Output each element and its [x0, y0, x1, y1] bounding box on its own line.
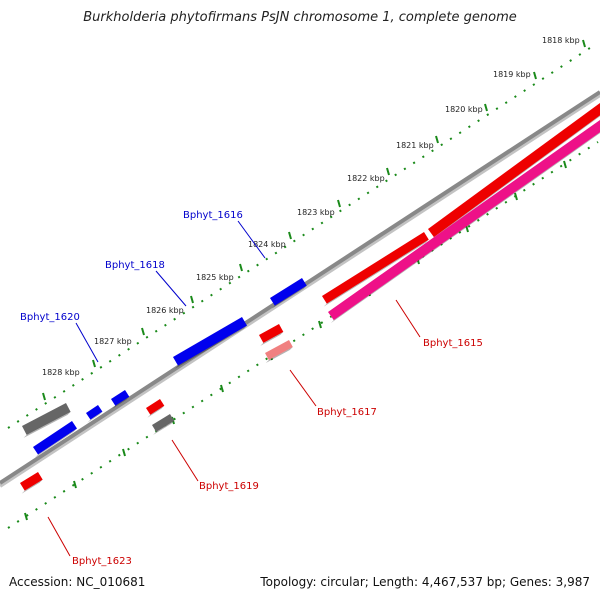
gene-body: [152, 414, 175, 432]
kbp-label: 1823 kbp: [297, 208, 335, 217]
kbp-label: 1822 kbp: [347, 174, 385, 183]
upper-tick-track: [7, 43, 597, 429]
gene-shade: [323, 239, 429, 307]
gene-shade: [147, 405, 165, 418]
gene-bphyt-1617-faded-block: [265, 340, 293, 364]
gene-body: [173, 317, 248, 366]
kbp-label: 1824 kbp: [248, 240, 286, 249]
gene-shade: [23, 411, 71, 438]
leader-line: [75, 322, 99, 363]
gene-body: [20, 472, 43, 491]
kbp-label: 1818 kbp: [542, 36, 580, 45]
gene-shade: [260, 331, 284, 346]
gene-body: [265, 340, 293, 361]
major-tick: [239, 263, 243, 272]
accession-text: Accession: NC_010681: [9, 575, 146, 589]
gene-body: [270, 278, 307, 306]
gene-fwd-small-block: [86, 405, 103, 423]
gene-shade: [21, 479, 43, 494]
gene-body: [86, 405, 103, 420]
leader-line: [237, 220, 266, 259]
kbp-labels: 1818 kbp 1819 kbp 1820 kbp 1821 kbp 1822 kbp…: [42, 36, 580, 377]
kbp-label: 1820 kbp: [445, 105, 483, 114]
gene-bphyt-1620-block: [33, 421, 77, 458]
major-tick: [92, 359, 96, 368]
leader-line: [47, 516, 71, 557]
major-tick: [514, 192, 518, 201]
gene-label-bphyt-1616: Bphyt_1616: [183, 210, 243, 221]
gene-labels: Bphyt_1616 Bphyt_1618 Bphyt_1620 Bphyt_1615…: [20, 210, 483, 567]
gene-shade: [153, 420, 175, 435]
gene-shade: [265, 347, 293, 364]
major-tick: [288, 231, 292, 240]
gene-body: [322, 232, 429, 304]
gene-features: [20, 103, 600, 494]
gene-bphyt-1616-block: [270, 278, 307, 309]
gene-pseudo-block: [152, 414, 175, 435]
kbp-label: 1828 kbp: [42, 368, 80, 377]
kbp-label: 1827 kbp: [94, 337, 132, 346]
genome-axis-shadow: [0, 93, 600, 488]
major-tick: [122, 448, 126, 457]
gene-bphyt-1614-block: [428, 103, 600, 241]
leader-line: [171, 439, 199, 482]
gene-label-bphyt-1615: Bphyt_1615: [423, 338, 483, 349]
gene-shade: [175, 325, 248, 369]
gene-body: [111, 390, 130, 406]
major-tick: [220, 384, 224, 393]
gene-body: [428, 103, 600, 238]
gene-bphyt-1615-block: [328, 120, 600, 324]
gene-shade: [34, 428, 77, 458]
major-tick: [190, 295, 194, 304]
major-tick: [318, 320, 322, 329]
kbp-label: 1825 kbp: [196, 273, 234, 282]
gene-label-bphyt-1617: Bphyt_1617: [317, 407, 377, 418]
major-tick: [435, 135, 439, 144]
gene-bphyt-1623-block: [20, 472, 43, 494]
gene-bphyt-1619-block: [146, 399, 165, 418]
major-tick: [386, 167, 390, 176]
gene-shade: [271, 285, 307, 309]
gene-shade: [87, 411, 103, 423]
gene-bphyt-1618-block: [173, 317, 248, 369]
major-tick: [24, 512, 28, 521]
gene-body: [146, 399, 165, 415]
leader-lines: [47, 220, 421, 557]
genome-summary: Topology: circular; Length: 4,467,537 bp…: [260, 575, 590, 589]
gene-label-bphyt-1620: Bphyt_1620: [20, 312, 80, 323]
major-tick: [337, 199, 341, 208]
leader-line: [289, 369, 317, 407]
kbp-label: 1821 kbp: [396, 141, 434, 150]
major-tick: [42, 392, 46, 401]
gene-bphyt-1614-block: [322, 232, 429, 307]
gene-pseudo-block: [22, 403, 71, 438]
gene-body: [328, 120, 600, 321]
gene-label-bphyt-1618: Bphyt_1618: [105, 260, 165, 271]
major-tick: [582, 39, 586, 48]
page-title: Burkholderia phytofirmans PsJN chromosom…: [83, 10, 517, 25]
gene-shade: [430, 115, 600, 241]
gene-label-bphyt-1623: Bphyt_1623: [72, 556, 132, 567]
major-tick: [73, 480, 77, 489]
major-tick: [563, 160, 567, 169]
kbp-label: 1826 kbp: [146, 306, 184, 315]
major-tick: [141, 327, 145, 336]
major-tick: [484, 103, 488, 112]
gene-shade: [330, 132, 600, 324]
kbp-label: 1819 kbp: [493, 70, 531, 79]
tick-layer: [24, 39, 586, 521]
gene-shade: [112, 396, 130, 409]
gene-label-bphyt-1619: Bphyt_1619: [199, 481, 259, 492]
major-tick: [533, 71, 537, 80]
gene-body: [259, 324, 284, 343]
lower-tick-track: [7, 141, 599, 529]
gene-body: [22, 403, 71, 435]
gene-bphyt-1617-block: [259, 324, 284, 346]
leader-line: [155, 270, 187, 307]
leader-line: [395, 299, 421, 338]
gene-body: [33, 421, 77, 455]
gene-fwd-small-block: [111, 390, 130, 409]
